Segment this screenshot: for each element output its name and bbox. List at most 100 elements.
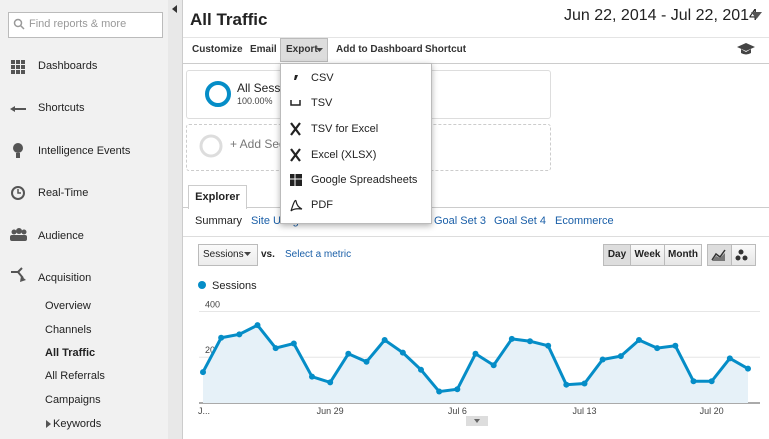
- area-fill: [203, 325, 748, 403]
- data-point: [690, 378, 697, 385]
- toolbar-button[interactable]: Add to Dashboard: [336, 44, 423, 55]
- data-point: [345, 350, 352, 357]
- sub-nav-item-active[interactable]: All Traffic: [45, 347, 96, 359]
- date-range[interactable]: Jun 22, 2014 - Jul 22, 2014: [564, 7, 758, 24]
- x-tick-label: Jul 20: [700, 406, 724, 416]
- nav-item[interactable]: Dashboards: [38, 60, 98, 72]
- data-point: [399, 349, 406, 356]
- expand-arrow: [46, 420, 51, 428]
- search-box[interactable]: [8, 12, 163, 38]
- x-tick-label: J...: [198, 406, 210, 416]
- nav-item[interactable]: Real-Time: [38, 187, 89, 199]
- data-point: [327, 379, 334, 386]
- legend-label: Sessions: [212, 280, 257, 292]
- sub-nav-item[interactable]: Campaigns: [45, 394, 101, 406]
- nav-icons: [10, 60, 27, 282]
- segment-percent: 100.00%: [237, 96, 273, 106]
- x-tick-label: Jun 29: [317, 406, 344, 416]
- chart-type-motion[interactable]: [731, 244, 756, 266]
- data-point: [636, 337, 642, 344]
- x-tick-label: Jul 13: [572, 406, 596, 416]
- x-tick-label: Jul 6: [448, 406, 467, 416]
- collapse-strip[interactable]: [168, 0, 183, 439]
- tab-line: [183, 207, 769, 208]
- nav-item[interactable]: Intelligence Events: [38, 145, 131, 157]
- data-point: [236, 331, 243, 338]
- chart-type-icons: [711, 249, 748, 261]
- data-point: [254, 322, 261, 329]
- data-point: [490, 362, 497, 369]
- metric-label: Sessions: [203, 249, 244, 260]
- data-point: [290, 340, 297, 347]
- academy-icon[interactable]: [737, 42, 755, 56]
- y-tick-label: 200: [205, 345, 220, 355]
- export-option[interactable]: TSV: [311, 97, 333, 109]
- data-point: [708, 378, 715, 385]
- data-point: [508, 335, 515, 342]
- export-menu: [280, 63, 432, 224]
- subtab[interactable]: Goal Set 3: [434, 215, 486, 227]
- sub-nav-item[interactable]: Keywords: [53, 418, 102, 430]
- export-option[interactable]: CSV: [311, 72, 334, 84]
- vs-label: vs.: [261, 249, 275, 260]
- subtab[interactable]: Ecommerce: [555, 215, 614, 227]
- divider: [183, 236, 769, 237]
- export-option[interactable]: PDF: [311, 199, 333, 211]
- toolbar-button[interactable]: Export: [286, 44, 318, 55]
- data-point: [672, 342, 679, 349]
- export-menu-icons: [290, 75, 303, 212]
- toolbar-button[interactable]: Email: [250, 44, 277, 55]
- nav-item[interactable]: Acquisition: [38, 272, 92, 284]
- data-point: [545, 342, 552, 349]
- date-caret: [751, 12, 762, 19]
- data-point: [599, 356, 606, 363]
- search-icon: [13, 18, 25, 30]
- data-point: [436, 388, 443, 395]
- page-title: All Traffic: [190, 10, 268, 29]
- data-point: [472, 350, 479, 357]
- interval-month[interactable]: Month: [664, 244, 702, 266]
- data-point: [418, 366, 424, 373]
- data-point: [581, 380, 588, 387]
- add-segment-circle: [199, 134, 223, 158]
- nav-item[interactable]: Audience: [38, 230, 84, 242]
- sub-nav-item[interactable]: Overview: [45, 300, 91, 312]
- collapse-arrow: [172, 5, 177, 13]
- explorer-tab[interactable]: Explorer: [188, 185, 247, 209]
- subtab-active[interactable]: Summary: [195, 215, 243, 227]
- metric-select[interactable]: [198, 244, 258, 266]
- data-point: [745, 365, 751, 372]
- select-metric[interactable]: Select a metric: [285, 249, 352, 260]
- data-point: [726, 355, 733, 362]
- legend-marker: [198, 281, 206, 289]
- toolbar: [183, 37, 769, 64]
- export-caret: [316, 48, 323, 52]
- data-point: [309, 373, 315, 380]
- sub-nav-item[interactable]: Channels: [45, 324, 92, 336]
- toolbar-button[interactable]: Customize: [192, 44, 243, 55]
- sub-nav-item[interactable]: All Referrals: [45, 370, 105, 382]
- export-option[interactable]: TSV for Excel: [311, 123, 379, 135]
- data-point: [381, 337, 388, 344]
- toolbar-button[interactable]: Shortcut: [425, 44, 467, 55]
- search-placeholder: Find reports & more: [29, 18, 127, 30]
- data-point: [563, 381, 570, 388]
- data-point: [654, 345, 661, 352]
- data-point: [272, 345, 279, 352]
- y-tick-label: 400: [205, 299, 220, 309]
- resize-handle[interactable]: [466, 416, 488, 426]
- data-point: [218, 334, 225, 341]
- metric-caret: [244, 252, 251, 256]
- data-point: [363, 358, 370, 365]
- data-point: [617, 353, 624, 360]
- data-point: [527, 338, 533, 345]
- data-point: [454, 386, 461, 393]
- export-option[interactable]: Google Spreadsheets: [311, 174, 418, 186]
- nav-item[interactable]: Shortcuts: [38, 102, 85, 114]
- subtab[interactable]: Goal Set 4: [494, 215, 546, 227]
- data-point: [200, 369, 206, 376]
- export-option[interactable]: Excel (XLSX): [311, 149, 377, 161]
- sidebar: Find reports & more Dashboards Shortcuts…: [0, 0, 168, 439]
